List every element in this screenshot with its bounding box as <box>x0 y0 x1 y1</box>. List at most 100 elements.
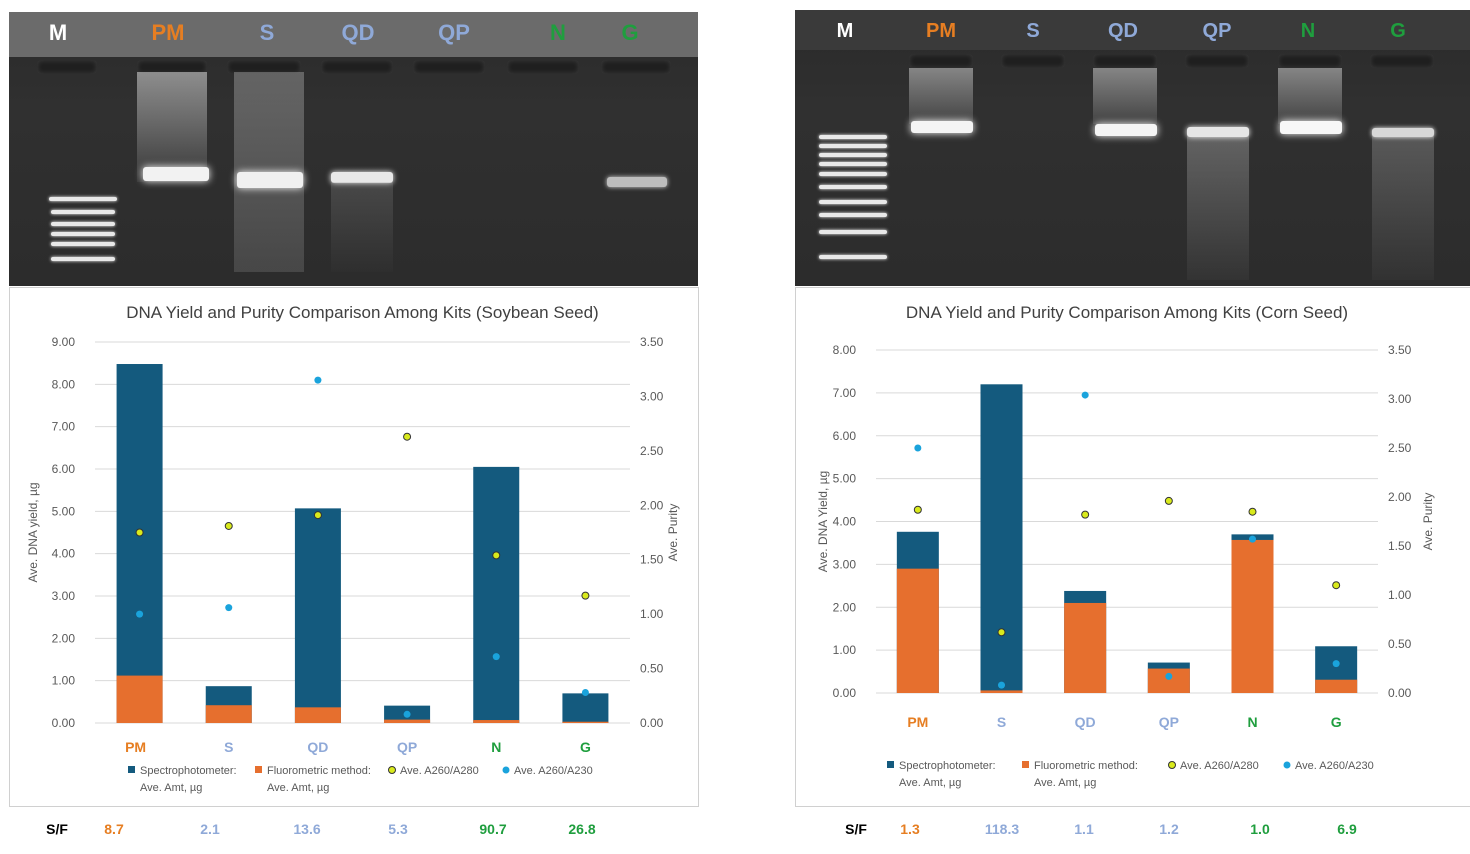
point-a260-a230 <box>1249 535 1256 543</box>
category-label: QP <box>397 739 417 755</box>
chart-svg-corn: DNA Yield and Purity Comparison Among Ki… <box>816 303 1435 789</box>
bar-fluorometric <box>473 720 520 723</box>
y-tick-label: 8.00 <box>52 377 76 391</box>
gel-well <box>1093 54 1157 68</box>
point-a260-a230 <box>914 444 922 452</box>
bar-fluorometric <box>205 705 252 723</box>
ladder-band <box>51 257 115 261</box>
point-a260-a280 <box>403 432 412 441</box>
bar-fluorometric <box>294 707 341 723</box>
gel-band <box>143 167 209 181</box>
gel-smear <box>331 182 393 272</box>
point-a260-a230 <box>998 681 1005 689</box>
sf-label: S/F <box>46 821 68 837</box>
gel-label-qd: QD <box>341 20 375 45</box>
gel-label-qp: QP <box>1202 20 1232 42</box>
y-axis-label: Ave. DNA yield, µg <box>26 482 40 582</box>
point-a260-a280 <box>224 521 233 530</box>
y2-tick-label: 3.00 <box>1388 392 1412 406</box>
y2-tick-label: 0.00 <box>1388 686 1412 700</box>
y-tick-label: 4.00 <box>833 515 857 529</box>
y2-tick-label: 1.00 <box>640 607 664 621</box>
bar-spectrophotometer <box>473 466 520 723</box>
legend-label: Ave. A260/A230 <box>1295 760 1374 772</box>
gel-label-qd: QD <box>1108 20 1138 42</box>
sf-value-qd: 13.6 <box>293 821 321 837</box>
y2-axis-label: Ave. Purity <box>1421 493 1435 551</box>
ladder-band <box>819 172 887 176</box>
y-tick-label: 8.00 <box>833 343 857 357</box>
y2-tick-label: 1.50 <box>1388 539 1412 553</box>
point-a260-a230 <box>581 689 589 697</box>
chart-svg-soybean: DNA Yield and Purity Comparison Among Ki… <box>26 303 680 794</box>
legend-label: Ave. Amt, µg <box>1034 777 1096 789</box>
y-tick-label: 9.00 <box>52 335 76 349</box>
legend-marker <box>1022 761 1029 768</box>
ladder-band <box>819 255 887 259</box>
y-tick-label: 3.00 <box>833 557 857 571</box>
sf-value-qd: 1.1 <box>1074 821 1094 837</box>
legend-marker <box>128 766 135 773</box>
gel-well <box>507 60 579 74</box>
gel-well <box>601 60 671 74</box>
legend-label: Ave. Amt, µg <box>140 782 202 794</box>
y-tick-label: 5.00 <box>52 504 76 518</box>
gel-band <box>1372 128 1434 137</box>
point-a260-a280 <box>135 528 144 537</box>
gel-well <box>413 60 485 74</box>
bar-fluorometric <box>1231 539 1274 693</box>
category-label: QP <box>1159 714 1179 730</box>
gel-header <box>9 12 698 57</box>
sf-value-qp: 5.3 <box>388 821 408 837</box>
gel-label-g: G <box>621 20 639 45</box>
sf-value-n: 90.7 <box>479 821 507 837</box>
bar-spectrophotometer <box>294 508 341 723</box>
y-tick-label: 3.00 <box>52 589 76 603</box>
gel-label-g: G <box>1390 20 1406 42</box>
point-a260-a230 <box>225 604 233 612</box>
category-label: PM <box>125 739 146 755</box>
gel-well <box>321 60 393 74</box>
gel-band <box>1095 124 1157 136</box>
y2-tick-label: 2.50 <box>1388 441 1412 455</box>
point-a260-a280 <box>997 628 1006 637</box>
y2-tick-label: 3.00 <box>640 389 664 403</box>
ladder-band <box>51 242 115 246</box>
chart-title: DNA Yield and Purity Comparison Among Ki… <box>126 303 598 322</box>
y-tick-label: 2.00 <box>52 631 76 645</box>
chart-soybean: DNA Yield and Purity Comparison Among Ki… <box>9 287 699 807</box>
bar-fluorometric <box>1315 679 1358 693</box>
ladder-band <box>819 200 887 204</box>
point-a260-a280 <box>1081 510 1090 519</box>
chart-corn: DNA Yield and Purity Comparison Among Ki… <box>795 287 1470 807</box>
bar-fluorometric <box>384 719 431 723</box>
gel-label-pm: PM <box>151 20 185 45</box>
category-label: N <box>491 739 501 755</box>
point-a260-a230 <box>1332 660 1340 668</box>
bar-fluorometric <box>896 568 939 693</box>
ladder-band <box>51 210 115 214</box>
gel-band <box>1280 121 1342 134</box>
y2-tick-label: 0.00 <box>640 716 664 730</box>
legend-label: Spectrophotometer: <box>899 760 996 772</box>
legend-label: Ave. Amt, µg <box>267 782 329 794</box>
bar-spectrophotometer <box>116 364 163 723</box>
sf-value-qp: 1.2 <box>1159 821 1179 837</box>
gel-well <box>37 60 97 74</box>
y2-tick-label: 0.50 <box>1388 637 1412 651</box>
y-tick-label: 1.00 <box>833 643 857 657</box>
legend-marker <box>887 761 894 768</box>
ladder-band <box>49 197 117 201</box>
gel-label-s: S <box>259 20 275 45</box>
y-tick-label: 4.00 <box>52 547 76 561</box>
sf-label: S/F <box>845 821 867 837</box>
legend-label: Fluorometric method: <box>1034 760 1138 772</box>
legend-marker <box>502 766 510 774</box>
y2-tick-label: 0.50 <box>640 662 664 676</box>
gel-smear <box>137 72 207 182</box>
point-a260-a280 <box>1248 507 1257 516</box>
category-label: QD <box>1075 714 1096 730</box>
gel-image-soybean: M PM S QD QP N G <box>9 12 698 286</box>
bar-fluorometric <box>980 690 1023 693</box>
gel-well <box>1001 54 1065 68</box>
